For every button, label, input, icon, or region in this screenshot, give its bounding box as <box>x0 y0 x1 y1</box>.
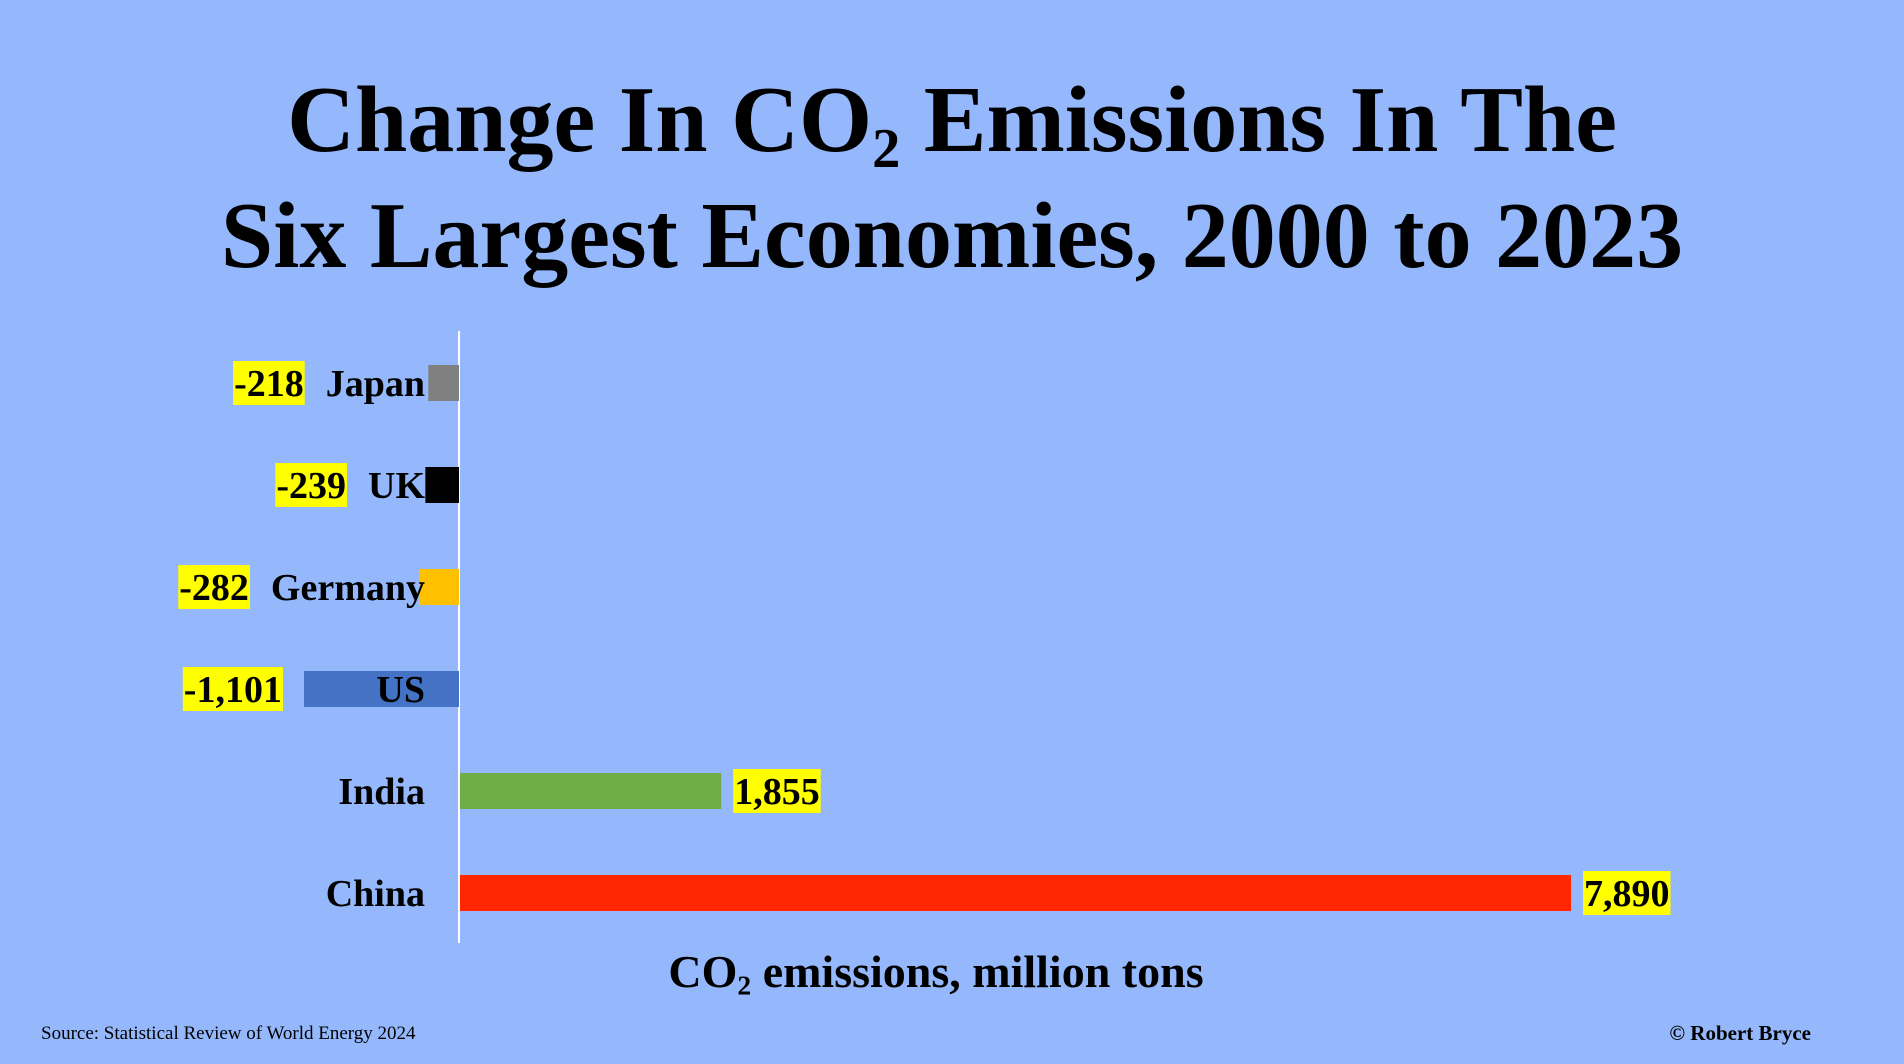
bar-japan <box>428 365 459 401</box>
value-label-us: -1,101 <box>184 669 282 711</box>
category-label-us: US <box>376 669 425 711</box>
value-label-uk: -239 <box>276 465 346 507</box>
source-note: Source: Statistical Review of World Ener… <box>41 1023 416 1044</box>
value-label-bg-uk <box>275 463 347 507</box>
title-line-1: Change In CO2 Emissions In The <box>287 68 1617 180</box>
value-label-india: 1,855 <box>734 771 820 813</box>
category-label-india: India <box>338 771 425 813</box>
category-label-uk: UK <box>368 465 425 507</box>
category-label-germany: Germany <box>271 567 425 609</box>
title-line-2: Six Largest Economies, 2000 to 2023 <box>220 184 1684 288</box>
value-label-bg-china <box>1583 871 1671 915</box>
value-label-bg-germany <box>178 565 250 609</box>
x-axis-label: CO2 emissions, million tons <box>668 946 1204 1001</box>
value-label-japan: -218 <box>234 363 304 405</box>
value-label-china: 7,890 <box>1584 873 1670 915</box>
copyright-credit: © Robert Bryce <box>1669 1021 1811 1045</box>
value-label-germany: -282 <box>179 567 249 609</box>
bar-china <box>460 875 1571 911</box>
bar-india <box>460 773 722 809</box>
chart-title: Change In CO2 Emissions In The Six Large… <box>0 62 1904 294</box>
value-label-bg-india <box>733 769 821 813</box>
bar-germany <box>419 569 459 605</box>
value-label-bg-japan <box>233 361 305 405</box>
category-label-japan: Japan <box>326 363 425 405</box>
category-label-china: China <box>326 873 425 915</box>
value-label-bg-us <box>182 667 283 711</box>
bar-us <box>303 671 459 707</box>
bar-uk <box>425 467 459 503</box>
